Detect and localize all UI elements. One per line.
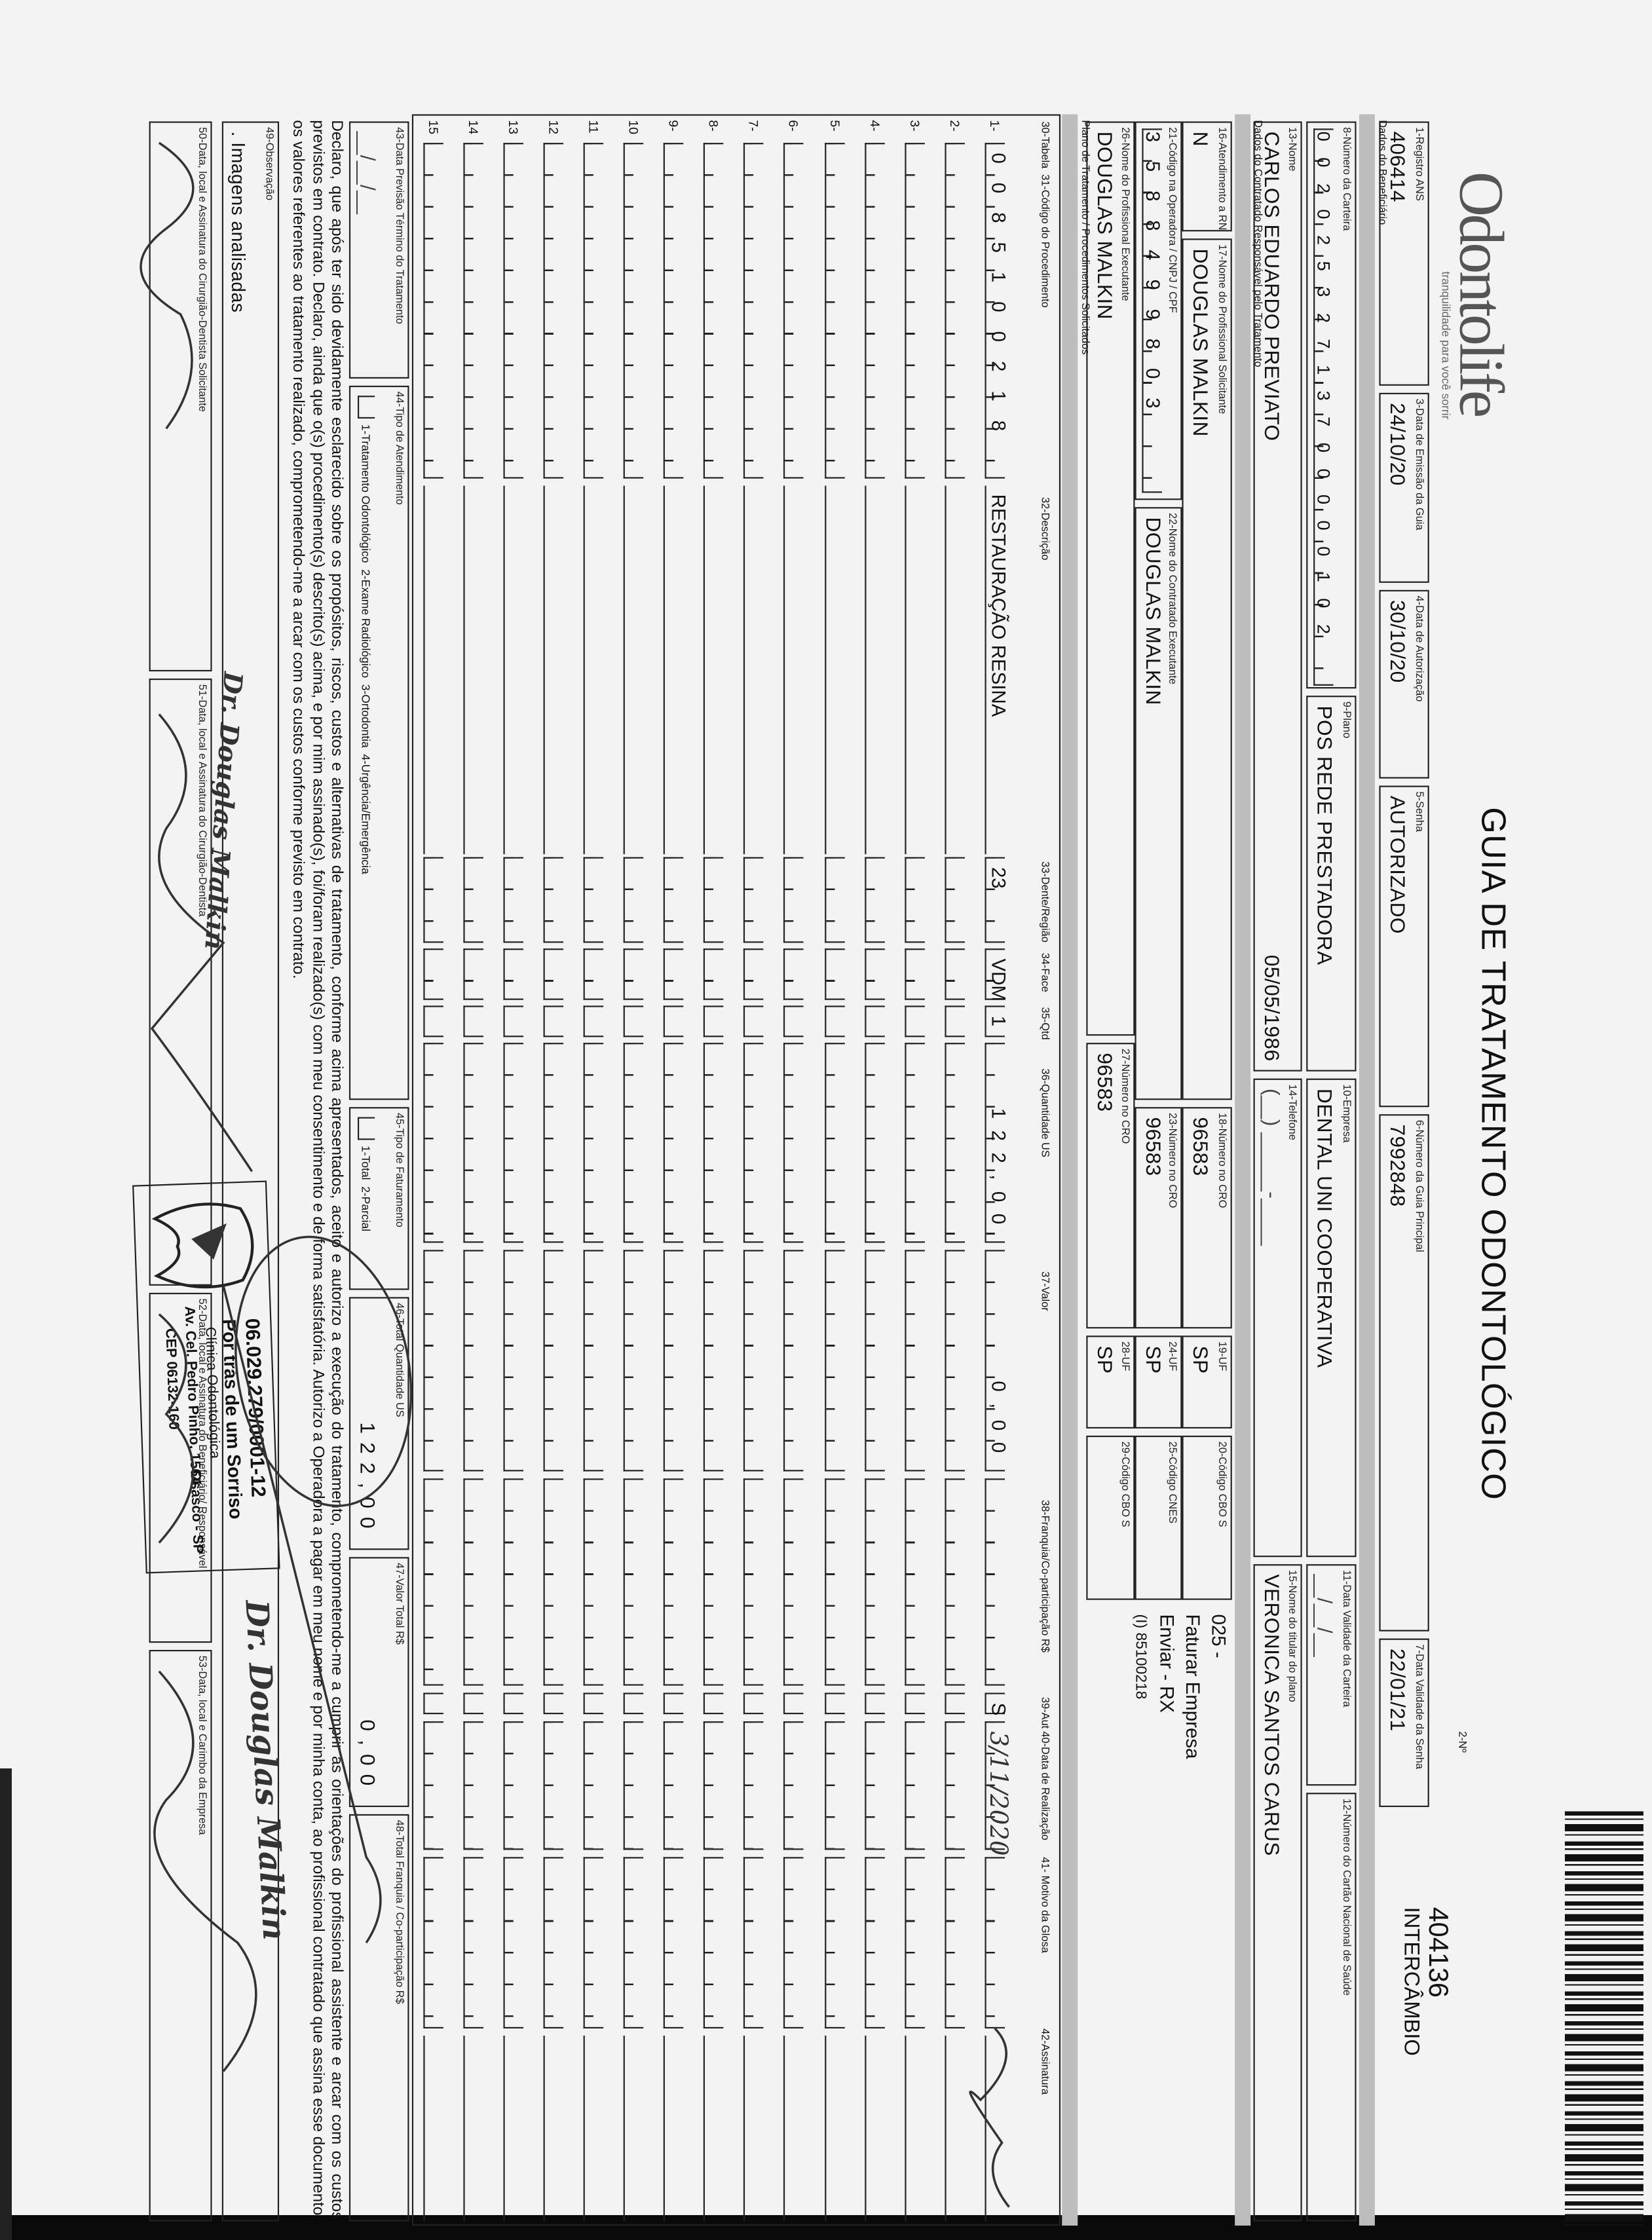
signature-scribble bbox=[158, 1313, 195, 1544]
signature-scribble bbox=[150, 713, 253, 1172]
scan-edge bbox=[0, 1768, 12, 2240]
signature-scribble bbox=[140, 141, 195, 430]
signature-scribble bbox=[222, 1285, 382, 1944]
signature-scribble bbox=[235, 1235, 413, 1507]
tooth-icon bbox=[151, 1203, 254, 1289]
company-stamp: 06.029.279/0001-12 Por trás de um Sorris… bbox=[132, 1180, 280, 1574]
signature-scribble bbox=[153, 1670, 257, 2072]
scan-edge bbox=[0, 2215, 1652, 2240]
signature-scribble bbox=[969, 2027, 1010, 2208]
